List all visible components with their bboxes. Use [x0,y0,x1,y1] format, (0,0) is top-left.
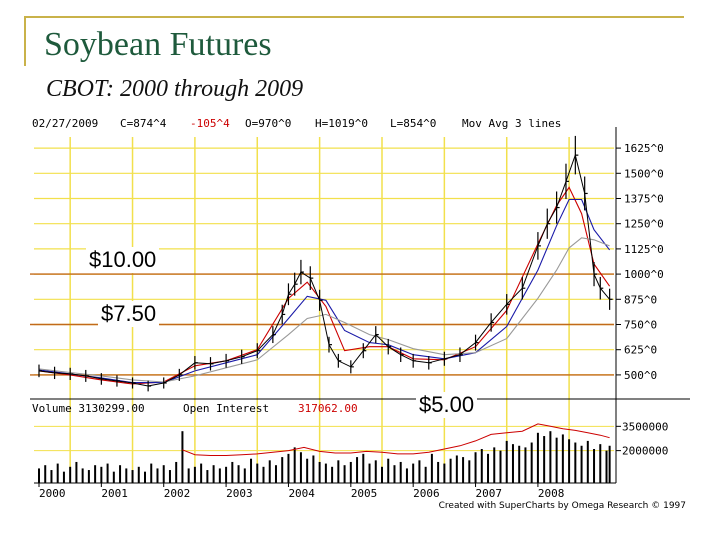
year-tick-label: 2008 [538,487,565,500]
price-annotation-5: $5.00 [416,392,478,418]
header-change: -105^4 [190,117,230,130]
price-tick-label: 1250^0 [624,218,664,231]
year-tick-label: 2005 [351,487,378,500]
price-tick-label: 1500^0 [624,167,664,180]
header-date: 02/27/2009 [32,117,98,130]
year-tick-label: 2006 [413,487,440,500]
chart-credit: Created with SuperCharts by Omega Resear… [439,501,686,511]
price-tick-label: 1125^0 [624,243,664,256]
price-tick-label: 1375^0 [624,192,664,205]
volume-label: Volume 3130299.00 [32,402,145,415]
header-high: H=1019^0 [315,117,368,130]
volume-tick-label: 2000000 [622,445,668,458]
header-open: O=970^0 [245,117,291,130]
year-tick-label: 2007 [476,487,503,500]
volume-tick-label: 3500000 [622,420,668,433]
open-interest-label: Open Interest [183,402,269,415]
open-interest-value: 317062.00 [298,402,358,415]
open-interest-line [182,423,610,456]
year-tick-label: 2000 [39,487,65,500]
slide-subtitle: CBOT: 2000 through 2009 [46,76,304,102]
year-tick-label: 2003 [226,487,253,500]
price-annotation-7-50: $7.50 [98,301,160,327]
price-tick-label: 875^0 [624,293,657,306]
price-tick-label: 1000^0 [624,268,664,281]
year-tick-label: 2002 [164,487,191,500]
year-tick-label: 2004 [288,487,315,500]
price-tick-label: 625^0 [624,344,657,357]
price-line [38,153,610,387]
slide-title: Soybean Futures [44,26,272,63]
moving-average-line-3 [38,237,610,383]
price-chart: 1625^0 1500^0 1375^0 1250^0 1125^0 1000^0 875^… [30,115,690,515]
price-tick-label: 750^0 [624,319,657,332]
header-study: Mov Avg 3 lines [462,117,561,130]
frame-line-top [24,16,684,18]
price-tick-label: 500^0 [624,369,657,382]
header-low: L=854^0 [390,117,436,130]
chart-container: 1625^0 1500^0 1375^0 1250^0 1125^0 1000^0 875^… [30,115,690,515]
frame-line-left [24,16,26,66]
moving-average-line-2 [38,198,611,384]
price-tick-label: 1625^0 [624,142,664,155]
price-annotation-10: $10.00 [86,247,160,273]
year-tick-label: 2001 [101,487,128,500]
header-close: C=874^4 [120,117,167,130]
